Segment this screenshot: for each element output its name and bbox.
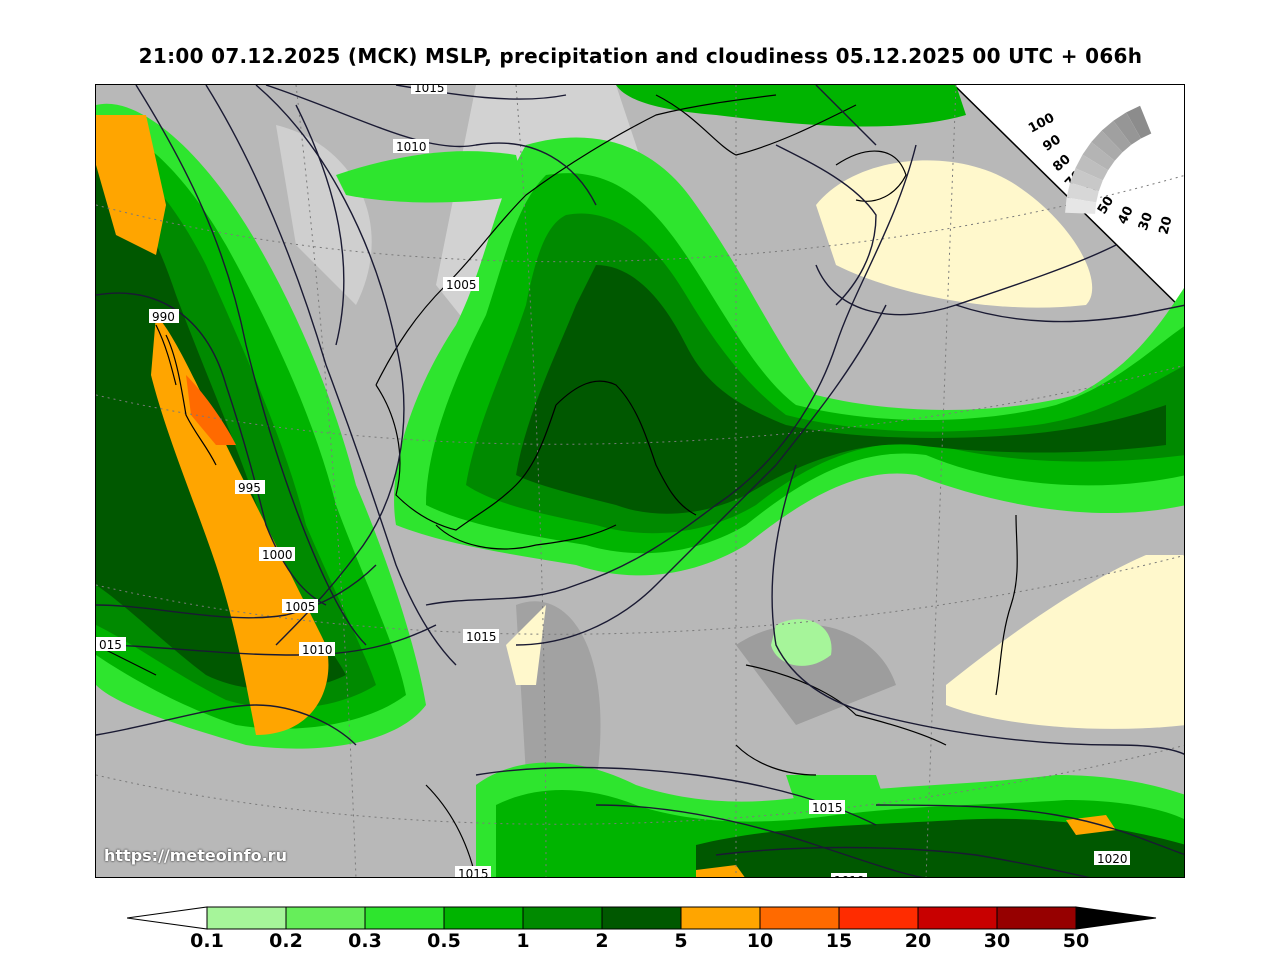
isobar-label: 995 [238, 481, 261, 495]
map-canvas: 1015 1010 1005 990 995 1000 1005 1010 01… [96, 85, 1184, 878]
isobar-label: 1020 [1097, 852, 1128, 866]
cloud-legend-wedge [1091, 130, 1123, 161]
colorbar-tick-label: 0.2 [269, 930, 303, 952]
colorbar-min-arrow [127, 906, 208, 930]
colorbar-cell [285, 906, 366, 930]
colorbar-tick-label: 10 [746, 930, 774, 952]
colorbar-cell [680, 906, 761, 930]
isobar-label: 1010 [396, 140, 427, 154]
map-title: 21:00 07.12.2025 (MCK) MSLP, precipitati… [138, 44, 1143, 68]
colorbar-tick-label: 2 [595, 930, 609, 952]
cloud-legend-wedge [1082, 142, 1115, 171]
colorbar-cell [522, 906, 603, 930]
precip-area [616, 85, 966, 127]
colorbar-cell [917, 906, 998, 930]
isobar-label: 015 [99, 638, 122, 652]
colorbar-cell [443, 906, 524, 930]
isobar-label: 1005 [446, 278, 477, 292]
precip-area [186, 375, 236, 445]
colorbar-tick-label: 1 [516, 930, 530, 952]
cloud-thin-area [276, 125, 372, 305]
colorbar-tick-label: 0.1 [190, 930, 224, 952]
colorbar-tick-label: 15 [825, 930, 853, 952]
cloud-legend-wedge [1065, 197, 1097, 214]
isobar-label: 1000 [262, 548, 293, 562]
colorbar-max-arrow [1075, 906, 1157, 930]
colorbar-tick-label: 20 [904, 930, 932, 952]
precip-area [771, 619, 832, 666]
isobars [96, 85, 1184, 877]
isobar-label: 990 [152, 310, 175, 324]
precip-area [696, 818, 1184, 877]
cloud-legend-wedges [1065, 105, 1152, 214]
clear-sky-area [946, 555, 1184, 729]
precip-area [696, 865, 745, 877]
source-credit: https://meteoinfo.ru [104, 846, 287, 865]
isobar-label: 1015 [414, 85, 445, 95]
cloud-legend-wedge [1066, 182, 1099, 203]
isobar-label: 1015 [458, 867, 489, 878]
cloud-legend-wedge [1070, 168, 1103, 192]
precip-area [786, 775, 886, 805]
colorbar-tick-label: 50 [1062, 930, 1090, 952]
colorbar-cell [838, 906, 919, 930]
colorbar-cell [996, 906, 1077, 930]
isobar-label: 1010 [302, 643, 333, 657]
colorbar-cell [206, 906, 287, 930]
colorbar-cell [759, 906, 840, 930]
cloud-legend-wedge [1101, 120, 1132, 153]
isobar-label: 1010 [834, 874, 865, 878]
colorbar-tick-label: 30 [983, 930, 1011, 952]
precip-colorbar [127, 906, 1157, 930]
precip-area [96, 115, 166, 255]
isobar-labels: 1015 1010 1005 990 995 1000 1005 1010 01… [96, 85, 1130, 878]
precip-area [516, 265, 1166, 514]
weather-map: 1015 1010 1005 990 995 1000 1005 1010 01… [95, 84, 1185, 878]
graticule [96, 85, 1184, 877]
colorbar-tick-label: 0.3 [348, 930, 382, 952]
colorbar-cell [601, 906, 682, 930]
colorbar-tick-label: 5 [674, 930, 688, 952]
isobar-label: 1015 [466, 630, 497, 644]
colorbar-cell [364, 906, 445, 930]
isobar-label: 1015 [812, 801, 843, 815]
cloud-legend-wedge [1075, 154, 1109, 181]
cloud-legend-wedge [1126, 105, 1152, 139]
colorbar-tick-label: 0.5 [427, 930, 461, 952]
precip-area [336, 151, 526, 203]
cloud-legend-wedge [1113, 112, 1141, 145]
isobar-label: 1005 [285, 600, 316, 614]
